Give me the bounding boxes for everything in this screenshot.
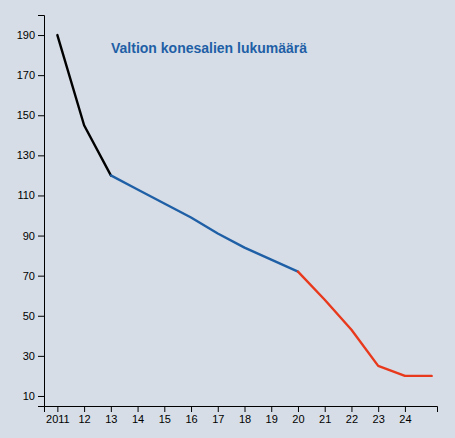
tick: 24 [399,406,411,425]
axis-line [45,407,438,413]
tick-label: 23 [373,413,385,425]
tick: 12 [78,406,90,425]
tick: 23 [373,406,385,425]
x-axis: 2011 12 13 14 15 16 17 18 19 20 21 22 23 24 [45,406,438,425]
tick-label: 20 [292,413,304,425]
tick-label: 130 [17,149,35,161]
tick-label: 190 [17,29,35,41]
tick-label: 19 [266,413,278,425]
tick-label: 50 [23,310,35,322]
tick-label: 24 [399,413,411,425]
tick-mark [405,406,406,412]
tick-mark [38,155,44,156]
tick-mark [164,406,165,412]
tick-mark [38,396,44,397]
tick-mark [378,406,379,412]
background [0,0,455,438]
tick-label: 10 [23,390,35,402]
tick-label: 70 [23,270,35,282]
tick-label: 21 [319,413,331,425]
line [57,35,110,175]
tick-label: 13 [105,413,117,425]
tick-mark [298,406,299,412]
tick-mark [271,406,272,412]
tick: 110 [17,189,44,201]
tick: 170 [17,69,44,81]
tick: 20 [292,406,304,425]
tick-label: 30 [23,350,35,362]
tick-mark [351,406,352,412]
tick-mark [38,316,44,317]
tick: 19 [266,406,278,425]
tick-mark [138,406,139,412]
tick: 30 [23,350,44,362]
tick-label: 22 [346,413,358,425]
tick: 13 [105,406,117,425]
tick: 190 [17,29,44,41]
tick-label: 110 [17,189,35,201]
tick: 90 [23,230,44,242]
tick: 17 [212,406,224,425]
tick-label: 170 [17,69,35,81]
tick-label: 16 [185,413,197,425]
tick: 150 [17,109,44,121]
title: Valtion konesalien lukumäärä [111,40,307,56]
tick-mark [38,356,44,357]
tick-label: 14 [132,413,144,425]
tick: 21 [319,406,331,425]
tick: 10 [23,390,44,402]
tick-mark [84,406,85,412]
tick: 14 [132,406,144,425]
tick-label: 18 [239,413,251,425]
tick-mark [38,276,44,277]
tick-mark [245,406,246,412]
y-axis: 10 30 50 70 90 110 130 150 170 190 [17,16,45,407]
tick-mark [325,406,326,412]
tick-mark [111,406,112,412]
tick-label: 2011 [46,413,70,425]
tick: 130 [17,149,44,161]
axis-line [38,16,45,407]
tick: 2011 [46,406,70,425]
tick-mark [38,195,44,196]
tick-mark [38,35,44,36]
tick-mark [38,75,44,76]
tick-mark [191,406,192,412]
tick-label: 150 [17,109,35,121]
tick: 70 [23,270,44,282]
tick-label: 15 [159,413,171,425]
line [298,272,432,376]
tick-mark [38,236,44,237]
tick-label: 17 [212,413,224,425]
lines [57,35,431,376]
tick-mark [218,406,219,412]
plot: 2011 12 13 14 15 16 17 18 19 20 21 22 23 24 10 30 50 70 90… [17,16,438,425]
tick-mark [38,115,44,116]
tick: 50 [23,310,44,322]
tick-mark [57,406,58,412]
tick-label: 12 [78,413,90,425]
tick: 16 [185,406,197,425]
tick: 15 [159,406,171,425]
chart: 2011 12 13 14 15 16 17 18 19 20 21 22 23 24 10 30 50 70 90… [0,0,455,438]
tick: 18 [239,406,251,425]
tick-label: 90 [23,230,35,242]
tick: 22 [346,406,358,425]
line [111,175,298,271]
